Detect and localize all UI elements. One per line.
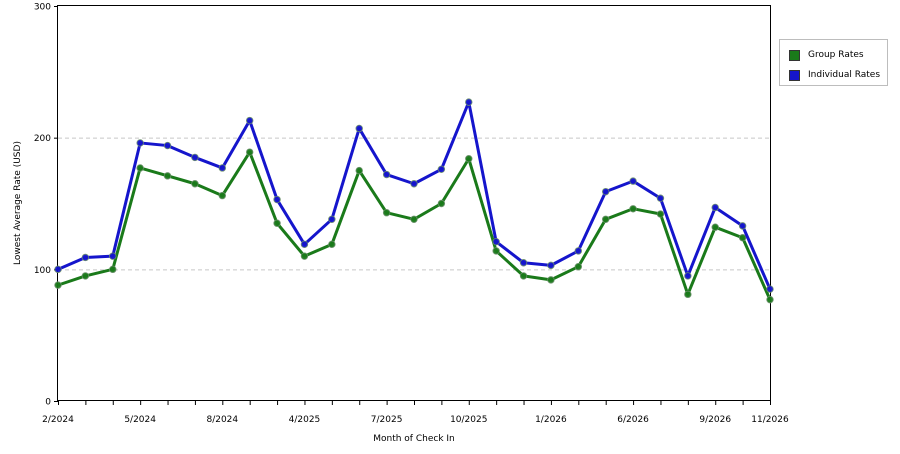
x-axis: 2/2024 5/2024 8/2024 4/2025 7/2025 10/2025 1/2…: [42, 401, 789, 425]
data-point-group-rates: [191, 180, 199, 188]
data-point-group-rates: [273, 219, 281, 227]
data-point-individual-rates: [601, 187, 610, 196]
x-tick-label: 4/2025: [289, 415, 321, 425]
data-point-individual-rates: [191, 153, 199, 162]
x-tick-label: 6/2026: [617, 415, 649, 425]
y-tick-label: 300: [34, 3, 51, 13]
data-point-group-rates: [711, 223, 719, 231]
y-tick-label: 0: [45, 398, 51, 408]
data-point-individual-rates: [738, 222, 747, 230]
data-point-group-rates: [738, 234, 747, 242]
data-point-individual-rates: [766, 285, 774, 293]
data-point-individual-rates: [273, 195, 281, 204]
y-tick-label: 100: [34, 266, 51, 276]
data-point-individual-rates: [547, 261, 555, 270]
data-point-individual-rates: [218, 164, 227, 172]
x-axis-title: Month of Check In: [373, 434, 455, 444]
data-point-group-rates: [81, 272, 90, 280]
series-line-individual-rates: [57, 100, 772, 290]
data-point-individual-rates: [163, 141, 172, 150]
data-point-individual-rates: [136, 139, 144, 147]
series-group-rates: [54, 148, 774, 304]
x-tick-label: 5/2024: [124, 415, 156, 425]
series-lines: [54, 98, 774, 304]
data-point-individual-rates: [54, 265, 62, 274]
data-point-group-rates: [136, 164, 144, 172]
data-point-group-rates: [328, 240, 336, 249]
y-axis: 0 100 200 300: [34, 3, 58, 408]
x-tick-label: 2/2024: [42, 415, 74, 425]
data-point-group-rates: [109, 265, 117, 274]
x-tick-label: 11/2026: [751, 415, 789, 425]
data-point-individual-rates: [519, 259, 528, 267]
legend-label-individual: Individual Rates: [808, 70, 881, 80]
data-point-group-rates: [54, 281, 62, 289]
data-point-individual-rates: [81, 253, 90, 262]
x-tick-label: 10/2025: [450, 415, 487, 425]
data-point-individual-rates: [492, 237, 500, 246]
x-tick-label: 1/2026: [535, 415, 567, 425]
legend-item-group-rates: Group Rates: [789, 49, 864, 61]
y-tick-label: 200: [34, 134, 51, 144]
x-tick-label: 9/2026: [699, 415, 731, 425]
data-point-individual-rates: [328, 215, 336, 223]
data-point-group-rates: [574, 263, 583, 271]
data-point-individual-rates: [355, 124, 363, 133]
data-point-group-rates: [492, 247, 500, 255]
data-point-group-rates: [465, 155, 473, 163]
data-point-group-rates: [684, 290, 692, 299]
data-point-group-rates: [437, 199, 446, 208]
data-point-group-rates: [410, 215, 418, 223]
data-point-group-rates: [519, 272, 528, 280]
data-point-group-rates: [300, 252, 309, 260]
data-point-group-rates: [656, 210, 665, 218]
data-point-individual-rates: [410, 180, 418, 188]
data-point-individual-rates: [300, 240, 309, 249]
data-point-group-rates: [163, 172, 172, 180]
data-point-group-rates: [355, 166, 363, 175]
data-point-individual-rates: [711, 203, 719, 212]
data-point-group-rates: [547, 276, 555, 284]
plot-area-frame: [57, 5, 771, 401]
chart-legend: Group Rates Individual Rates: [779, 39, 888, 86]
data-point-group-rates: [629, 205, 637, 213]
y-axis-title: Lowest Average Rate (USD): [13, 141, 23, 265]
x-tick-label: 7/2025: [371, 415, 403, 425]
data-point-individual-rates: [574, 247, 583, 255]
data-point-group-rates: [766, 295, 774, 304]
data-point-individual-rates: [465, 98, 473, 106]
series-individual-rates: [54, 98, 774, 293]
data-point-group-rates: [218, 191, 227, 200]
data-point-individual-rates: [109, 252, 117, 260]
legend-label-group: Group Rates: [808, 50, 864, 60]
data-point-group-rates: [601, 215, 610, 223]
data-point-individual-rates: [684, 272, 692, 280]
data-point-individual-rates: [629, 177, 637, 185]
data-point-individual-rates: [437, 165, 446, 173]
data-point-individual-rates: [245, 116, 254, 125]
data-point-group-rates: [245, 148, 254, 156]
legend-swatch-individual: [789, 69, 800, 81]
data-point-individual-rates: [656, 194, 665, 202]
data-point-individual-rates: [382, 170, 391, 179]
legend-item-individual-rates: Individual Rates: [789, 69, 880, 81]
x-tick-label: 8/2024: [206, 415, 238, 425]
legend-swatch-group: [789, 49, 800, 61]
data-point-group-rates: [382, 209, 391, 217]
